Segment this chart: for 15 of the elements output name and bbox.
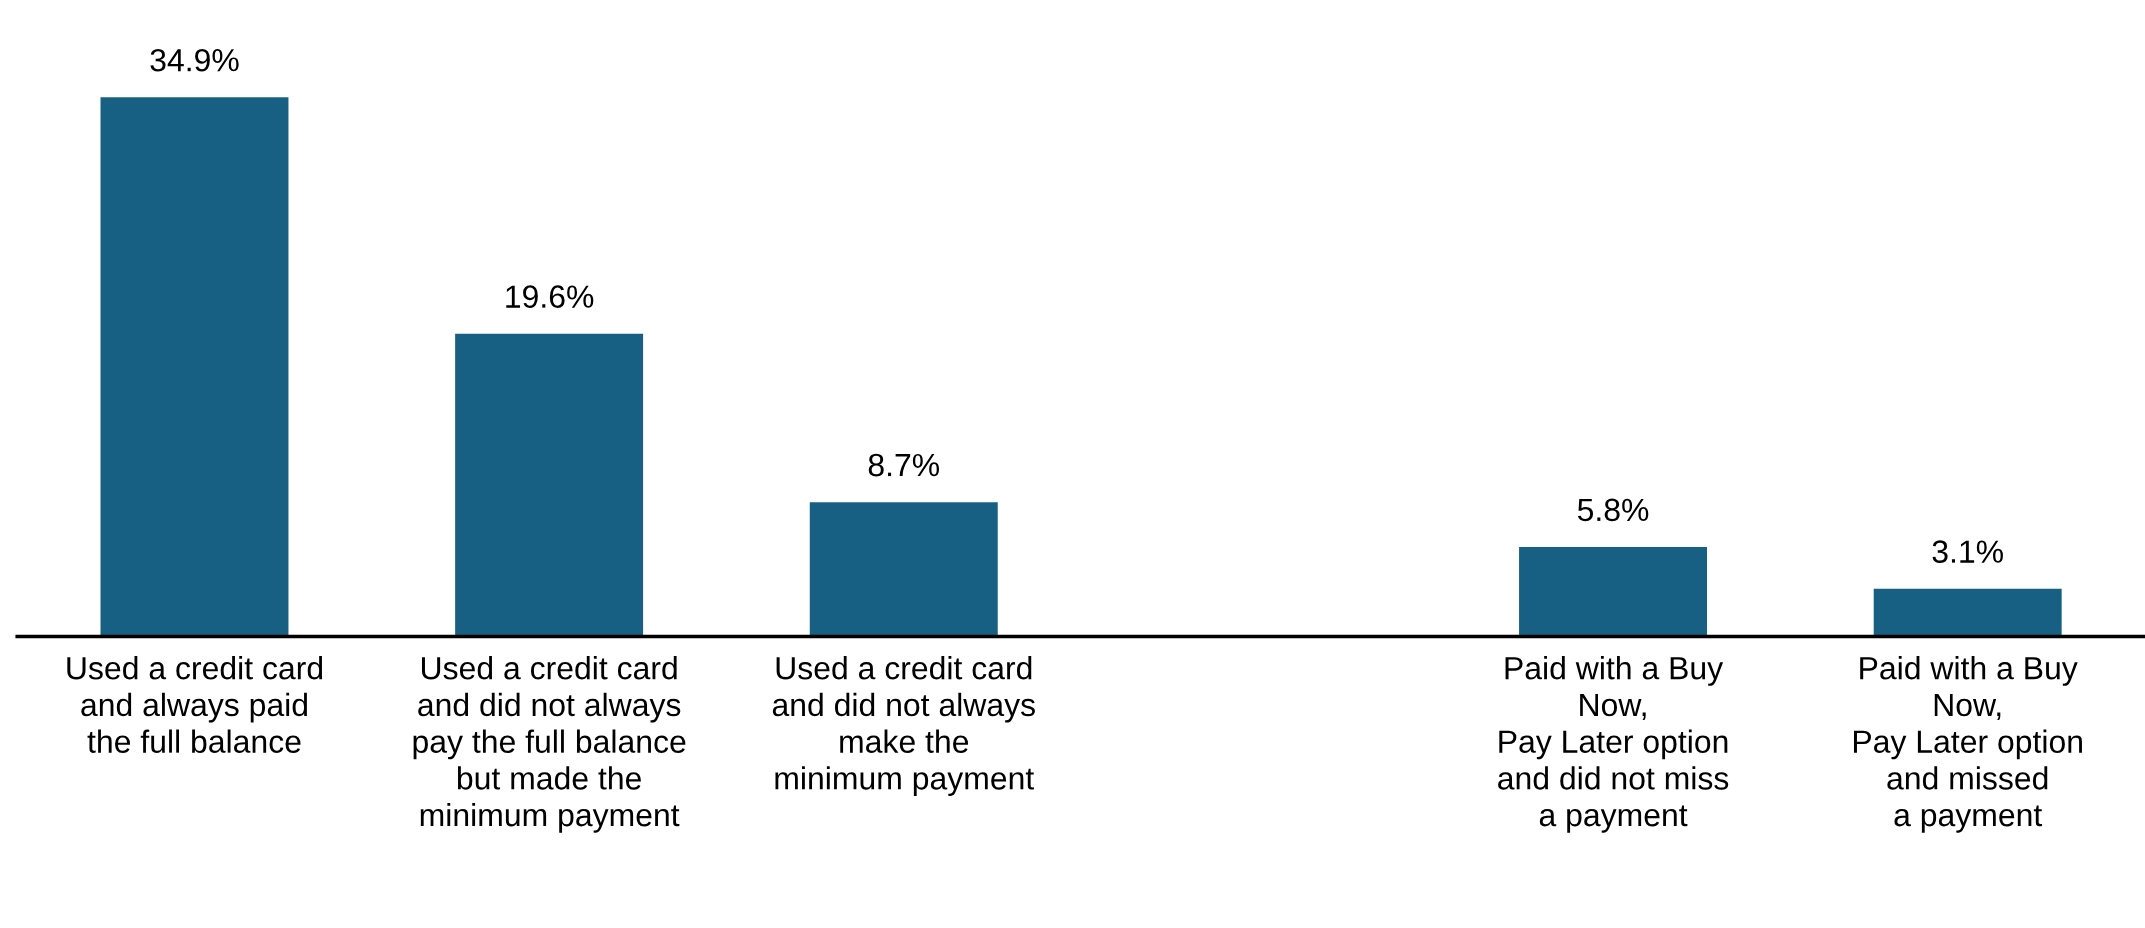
data-label: 3.1% [1932,540,2003,563]
x-tick-label: Paid with a Buy Now, Pay Later option and missed a payment [1853,656,2082,833]
x-tick-label: Used a credit card and did not always pay the full balance but made the minimum payment [413,656,686,833]
bar [809,502,998,637]
bar [1873,588,2062,637]
bar [1519,546,1708,637]
data-label: 8.7% [868,453,940,477]
data-label: 34.9% [150,48,239,72]
data-label: 19.6% [506,285,594,308]
bar [100,97,289,637]
x-tick-label: Used a credit card and always paid the full balance [67,656,323,753]
data-label: 5.8% [1577,498,1649,522]
x-tick-label: Paid with a Buy Now, Pay Later option and did not miss a payment [1498,656,1729,833]
x-tick-label: Used a credit card and did not always make the minimum payment [772,656,1035,796]
bar [455,333,644,637]
